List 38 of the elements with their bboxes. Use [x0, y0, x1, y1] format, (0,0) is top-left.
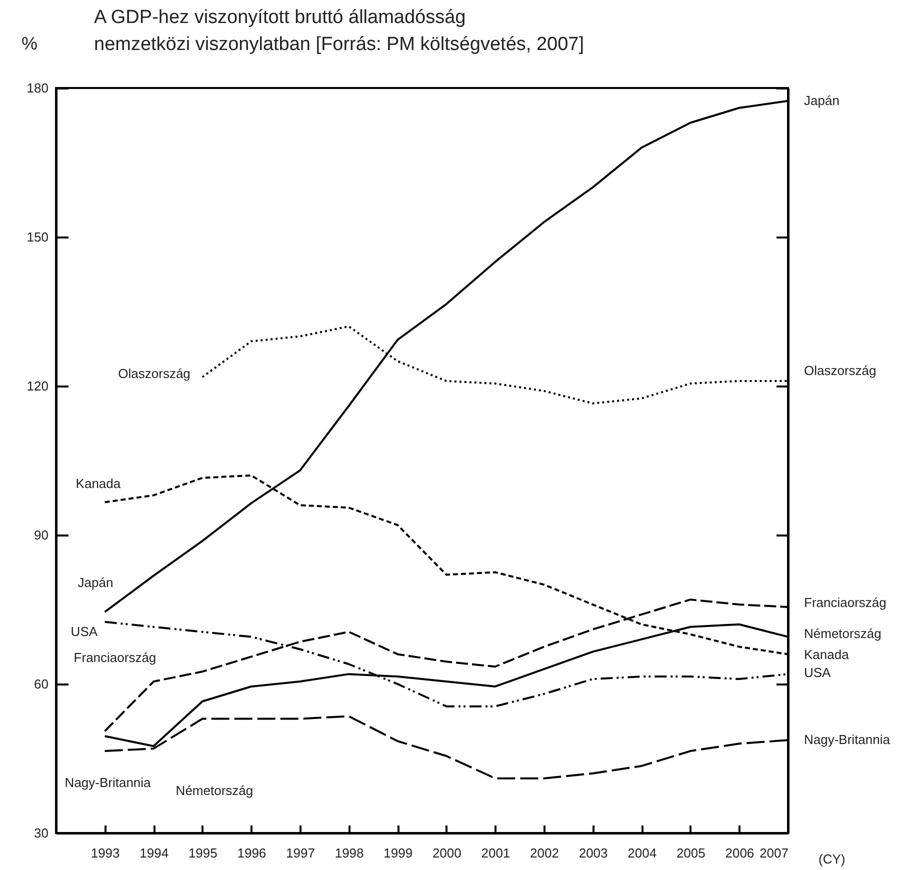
- series-label: Németország: [804, 626, 882, 641]
- series-label: Japán: [78, 574, 114, 590]
- text: Németország: [176, 783, 254, 798]
- text: Japán: [804, 92, 840, 108]
- text: Olaszország: [804, 363, 876, 378]
- x-tick-label: 1996: [237, 846, 266, 860]
- series-label: Nagy-Britannia: [804, 732, 891, 748]
- y-tick-label: 30: [34, 826, 48, 840]
- x-tick-label: 2005: [676, 846, 706, 860]
- x-tick-label: 2004: [628, 846, 657, 860]
- series-label: Franciaország: [74, 650, 156, 666]
- x-tick-label: 1999: [384, 846, 413, 860]
- y-tick-label: 180: [26, 80, 48, 96]
- x-tick-label: 1997: [286, 846, 315, 860]
- series-label: USA: [70, 624, 98, 639]
- text: USA: [804, 665, 831, 680]
- series-label: Olaszország: [118, 366, 190, 382]
- x-tick-label: 1993: [90, 846, 120, 860]
- x-tick-label: 2003: [578, 846, 608, 860]
- text: Franciaország: [804, 595, 886, 610]
- x-tick-label: 2002: [530, 846, 559, 860]
- x-tick-label: 1994: [140, 846, 169, 860]
- x-tick-label: 2001: [481, 846, 510, 860]
- y-tick-label: 120: [26, 378, 48, 394]
- x-tick-label: 2000: [432, 846, 462, 860]
- x-axis-title: (CY): [818, 852, 846, 866]
- y-tick-label: 90: [34, 528, 48, 542]
- series-label: Kanada: [76, 476, 122, 492]
- x-tick-label: 1995: [188, 846, 218, 860]
- text: Kanada: [804, 647, 849, 662]
- x-tick-label: 2007: [760, 846, 788, 860]
- x-tick-label: 1998: [334, 846, 364, 860]
- y-axis-title: %: [21, 34, 38, 54]
- x-tick-label: 2006: [725, 846, 754, 860]
- y-tick-label: 150: [26, 230, 48, 244]
- y-tick-label: 60: [34, 676, 48, 692]
- chart-title: A GDP-hez viszonyított bruttó államadósság nemzetközi viszonylatban [Forrás: PM költségvetés, 2007]: [94, 7, 584, 55]
- text: Nagy-Britannia: [64, 775, 151, 790]
